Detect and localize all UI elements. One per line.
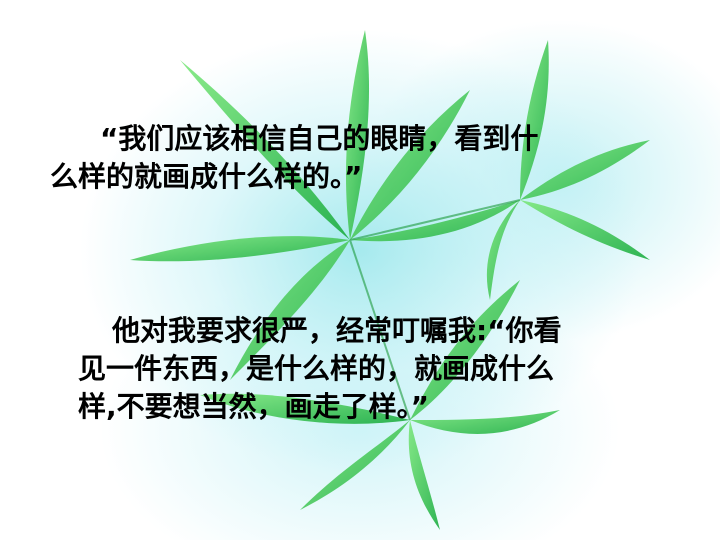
quote-paragraph-1: “我们应该相信自己的眼睛，看到什 么样的就画成什么样的。” bbox=[50, 120, 670, 196]
quote2-line-1: 他对我要求很严，经常叮嘱我:“你看 bbox=[112, 314, 562, 347]
quote-paragraph-2: 他对我要求很严，经常叮嘱我:“你看 见一件东西，是什么样的，就画成什么 样,不要… bbox=[78, 312, 638, 426]
quote2-line-2: 见一件东西，是什么样的，就画成什么 bbox=[78, 352, 555, 385]
quote1-line-2: 么样的就画成什么样的。” bbox=[50, 160, 363, 193]
quote2-line-3: 样,不要想当然，画走了样。” bbox=[78, 390, 430, 423]
quote1-line-1: “我们应该相信自己的眼睛，看到什 bbox=[100, 122, 539, 155]
